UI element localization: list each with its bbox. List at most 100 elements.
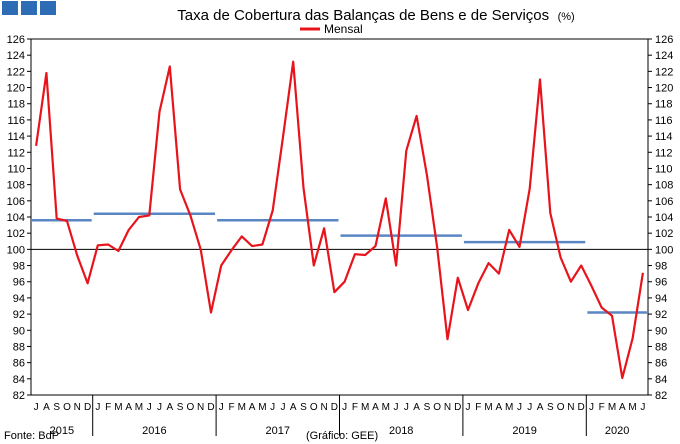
month-label: A: [43, 402, 50, 413]
month-label: A: [496, 402, 503, 413]
y-tick-label-left: 84: [13, 374, 25, 386]
logo-square-3: [40, 1, 56, 15]
year-label-2020: 2020: [605, 425, 629, 437]
month-label: O: [310, 402, 318, 413]
month-label: F: [352, 402, 358, 413]
month-label: N: [197, 402, 204, 413]
source-note: Fonte: BdP: [4, 430, 59, 442]
month-label: J: [157, 402, 162, 413]
month-label: J: [270, 402, 275, 413]
month-label: J: [589, 402, 594, 413]
y-axis-right: 82 84 86 88 90 92 94 96 98 100 102 104 106 108 110 112 1…: [648, 34, 673, 402]
y-tick-label-left: 118: [7, 99, 25, 111]
y-tick-label-left: 88: [13, 341, 25, 353]
y-tick-label-left: 98: [13, 261, 25, 273]
month-label: M: [505, 402, 513, 413]
y-tick-label-left: 86: [13, 358, 25, 370]
month-label: F: [105, 402, 111, 413]
month-label: O: [557, 402, 565, 413]
chart-title: Taxa de Cobertura das Balanças de Bens e…: [177, 7, 574, 24]
month-label: A: [125, 402, 132, 413]
month-label: D: [207, 402, 214, 413]
month-label: J: [219, 402, 224, 413]
y-axis-left: 82 84 86 88 90 92 94 96 98 100 102 104 106 108 110 112 1…: [7, 34, 31, 402]
y-tick-label-right: 82: [655, 390, 667, 402]
month-label: M: [114, 402, 122, 413]
y-tick-label-left: 110: [7, 163, 25, 175]
month-label: O: [187, 402, 195, 413]
month-label: J: [147, 402, 152, 413]
month-label: F: [599, 402, 605, 413]
y-tick-label-left: 116: [7, 115, 25, 127]
y-tick-label-left: 120: [7, 83, 25, 95]
month-label: J: [394, 402, 399, 413]
month-label: F: [228, 402, 234, 413]
month-label: M: [382, 402, 390, 413]
y-tick-label-right: 114: [655, 131, 673, 143]
series-lines: [35, 60, 644, 380]
month-label: O: [63, 402, 71, 413]
month-label: A: [290, 402, 297, 413]
y-tick-label-left: 126: [7, 34, 25, 46]
month-label: S: [547, 402, 554, 413]
y-tick-label-right: 116: [655, 115, 673, 127]
y-tick-label-left: 94: [13, 293, 25, 305]
y-tick-label-right: 120: [655, 83, 673, 95]
y-tick-label-left: 82: [13, 390, 25, 402]
y-tick-label-right: 118: [655, 99, 673, 111]
month-label: A: [372, 402, 379, 413]
year-label-2017: 2017: [266, 425, 290, 437]
chart-title-unit: (%): [558, 11, 575, 23]
month-label: A: [249, 402, 256, 413]
chart-title-text: Taxa de Cobertura das Balanças de Bens e…: [177, 7, 549, 24]
series-line-mensal: [35, 60, 644, 380]
month-label: S: [177, 402, 184, 413]
logo-square-2: [21, 1, 37, 15]
month-label: S: [300, 402, 307, 413]
y-tick-label-right: 106: [655, 196, 673, 208]
y-tick-label-left: 100: [7, 244, 25, 256]
y-tick-label-right: 126: [655, 34, 673, 46]
y-tick-label-left: 96: [13, 277, 25, 289]
month-label: D: [84, 402, 91, 413]
month-label: M: [258, 402, 266, 413]
y-tick-label-right: 108: [655, 180, 673, 192]
month-label: J: [34, 402, 39, 413]
month-label: A: [537, 402, 544, 413]
y-tick-label-right: 94: [655, 293, 667, 305]
legend: Mensal: [300, 22, 363, 36]
month-label: N: [74, 402, 81, 413]
y-tick-label-left: 92: [13, 309, 25, 321]
y-tick-label-right: 96: [655, 277, 667, 289]
month-label: A: [619, 402, 626, 413]
month-label: J: [95, 402, 100, 413]
year-label-2015: 2015: [50, 425, 74, 437]
y-tick-label-right: 100: [655, 244, 673, 256]
month-label: J: [640, 402, 645, 413]
logo-square-1: [2, 1, 18, 15]
y-tick-label-right: 124: [655, 50, 673, 62]
y-tick-label-right: 102: [655, 228, 673, 240]
month-label: M: [361, 402, 369, 413]
y-tick-label-right: 84: [655, 374, 667, 386]
y-tick-label-left: 108: [7, 180, 25, 192]
month-label: M: [628, 402, 636, 413]
month-label: A: [166, 402, 173, 413]
graph-credit: (Gráfico: GEE): [306, 430, 378, 442]
month-label: J: [342, 402, 347, 413]
month-label: A: [413, 402, 420, 413]
year-label-2016: 2016: [142, 425, 166, 437]
y-tick-label-left: 104: [7, 212, 25, 224]
y-tick-label-left: 90: [13, 325, 25, 337]
y-tick-label-right: 90: [655, 325, 667, 337]
y-tick-label-right: 88: [655, 341, 667, 353]
y-tick-label-right: 110: [655, 163, 673, 175]
month-label: S: [424, 402, 431, 413]
legend-label-mensal: Mensal: [324, 22, 363, 36]
month-label: J: [517, 402, 522, 413]
plot-frame: [30, 38, 649, 396]
month-label: M: [484, 402, 492, 413]
logo: [2, 1, 56, 15]
